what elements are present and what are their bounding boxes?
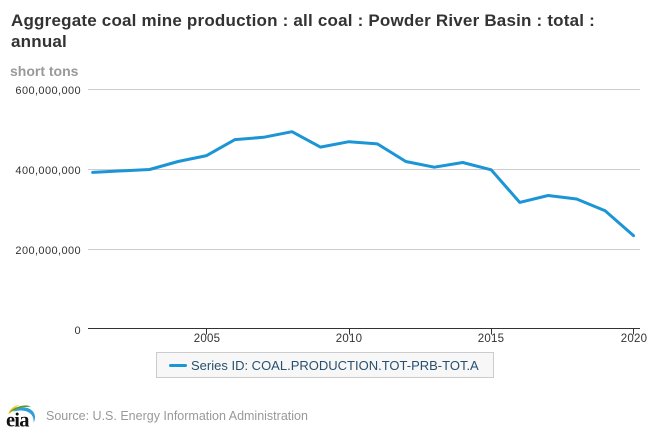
svg-text:eia: eia — [6, 410, 29, 432]
